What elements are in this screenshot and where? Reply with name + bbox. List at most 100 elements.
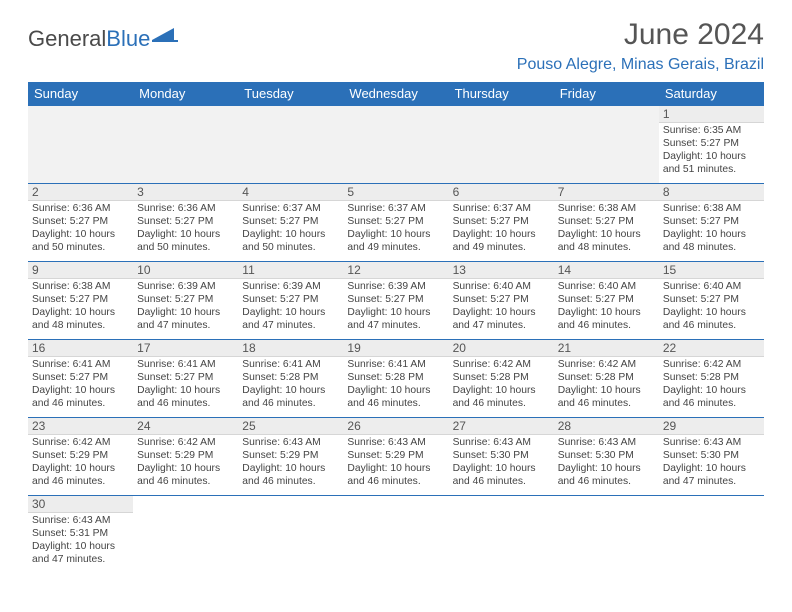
day-number: 14 xyxy=(554,262,659,279)
calendar-row: 30Sunrise: 6:43 AMSunset: 5:31 PMDayligh… xyxy=(28,496,764,574)
day-info: Sunrise: 6:35 AMSunset: 5:27 PMDaylight:… xyxy=(659,123,764,178)
day-number: 10 xyxy=(133,262,238,279)
day-number: 22 xyxy=(659,340,764,357)
header: GeneralBlue June 2024 Pouso Alegre, Mina… xyxy=(28,18,764,74)
calendar-cell xyxy=(449,106,554,184)
logo: GeneralBlue xyxy=(28,26,178,52)
calendar-cell: 4Sunrise: 6:37 AMSunset: 5:27 PMDaylight… xyxy=(238,184,343,262)
calendar-cell: 1Sunrise: 6:35 AMSunset: 5:27 PMDaylight… xyxy=(659,106,764,184)
day-header: Thursday xyxy=(449,82,554,106)
calendar-cell: 21Sunrise: 6:42 AMSunset: 5:28 PMDayligh… xyxy=(554,340,659,418)
calendar-cell: 27Sunrise: 6:43 AMSunset: 5:30 PMDayligh… xyxy=(449,418,554,496)
day-info: Sunrise: 6:37 AMSunset: 5:27 PMDaylight:… xyxy=(238,201,343,256)
day-info: Sunrise: 6:42 AMSunset: 5:28 PMDaylight:… xyxy=(554,357,659,412)
day-header: Sunday xyxy=(28,82,133,106)
calendar-cell xyxy=(238,106,343,184)
day-info: Sunrise: 6:43 AMSunset: 5:31 PMDaylight:… xyxy=(28,513,133,568)
calendar-cell: 9Sunrise: 6:38 AMSunset: 5:27 PMDaylight… xyxy=(28,262,133,340)
page-title: June 2024 xyxy=(517,18,764,52)
day-info: Sunrise: 6:38 AMSunset: 5:27 PMDaylight:… xyxy=(659,201,764,256)
calendar-cell xyxy=(28,106,133,184)
day-number: 8 xyxy=(659,184,764,201)
day-info: Sunrise: 6:42 AMSunset: 5:28 PMDaylight:… xyxy=(659,357,764,412)
day-info: Sunrise: 6:41 AMSunset: 5:28 PMDaylight:… xyxy=(343,357,448,412)
day-number: 21 xyxy=(554,340,659,357)
day-info: Sunrise: 6:40 AMSunset: 5:27 PMDaylight:… xyxy=(659,279,764,334)
day-info: Sunrise: 6:38 AMSunset: 5:27 PMDaylight:… xyxy=(28,279,133,334)
calendar-cell: 23Sunrise: 6:42 AMSunset: 5:29 PMDayligh… xyxy=(28,418,133,496)
day-info: Sunrise: 6:36 AMSunset: 5:27 PMDaylight:… xyxy=(28,201,133,256)
calendar-table: SundayMondayTuesdayWednesdayThursdayFrid… xyxy=(28,82,764,574)
calendar-row: 23Sunrise: 6:42 AMSunset: 5:29 PMDayligh… xyxy=(28,418,764,496)
day-header: Monday xyxy=(133,82,238,106)
day-number: 28 xyxy=(554,418,659,435)
day-number: 7 xyxy=(554,184,659,201)
calendar-cell xyxy=(133,106,238,184)
day-info: Sunrise: 6:41 AMSunset: 5:28 PMDaylight:… xyxy=(238,357,343,412)
day-header: Wednesday xyxy=(343,82,448,106)
day-number: 4 xyxy=(238,184,343,201)
calendar-cell: 30Sunrise: 6:43 AMSunset: 5:31 PMDayligh… xyxy=(28,496,133,574)
day-info: Sunrise: 6:42 AMSunset: 5:28 PMDaylight:… xyxy=(449,357,554,412)
day-number: 24 xyxy=(133,418,238,435)
calendar-cell: 28Sunrise: 6:43 AMSunset: 5:30 PMDayligh… xyxy=(554,418,659,496)
calendar-cell: 5Sunrise: 6:37 AMSunset: 5:27 PMDaylight… xyxy=(343,184,448,262)
logo-text-2: Blue xyxy=(106,26,150,52)
calendar-cell xyxy=(554,106,659,184)
day-number: 29 xyxy=(659,418,764,435)
day-info: Sunrise: 6:43 AMSunset: 5:30 PMDaylight:… xyxy=(554,435,659,490)
day-info: Sunrise: 6:41 AMSunset: 5:27 PMDaylight:… xyxy=(28,357,133,412)
calendar-cell: 10Sunrise: 6:39 AMSunset: 5:27 PMDayligh… xyxy=(133,262,238,340)
day-number: 26 xyxy=(343,418,448,435)
calendar-cell xyxy=(449,496,554,574)
calendar-cell xyxy=(659,496,764,574)
day-number: 13 xyxy=(449,262,554,279)
calendar-cell xyxy=(343,106,448,184)
calendar-cell: 19Sunrise: 6:41 AMSunset: 5:28 PMDayligh… xyxy=(343,340,448,418)
calendar-cell: 29Sunrise: 6:43 AMSunset: 5:30 PMDayligh… xyxy=(659,418,764,496)
day-info: Sunrise: 6:37 AMSunset: 5:27 PMDaylight:… xyxy=(343,201,448,256)
day-info: Sunrise: 6:43 AMSunset: 5:30 PMDaylight:… xyxy=(449,435,554,490)
logo-text-1: General xyxy=(28,26,106,52)
day-info: Sunrise: 6:42 AMSunset: 5:29 PMDaylight:… xyxy=(133,435,238,490)
day-header: Saturday xyxy=(659,82,764,106)
day-number: 23 xyxy=(28,418,133,435)
calendar-cell xyxy=(343,496,448,574)
day-number: 17 xyxy=(133,340,238,357)
calendar-cell: 24Sunrise: 6:42 AMSunset: 5:29 PMDayligh… xyxy=(133,418,238,496)
day-number: 19 xyxy=(343,340,448,357)
day-info: Sunrise: 6:39 AMSunset: 5:27 PMDaylight:… xyxy=(238,279,343,334)
day-number: 3 xyxy=(133,184,238,201)
calendar-row: 2Sunrise: 6:36 AMSunset: 5:27 PMDaylight… xyxy=(28,184,764,262)
day-header: Tuesday xyxy=(238,82,343,106)
day-number: 16 xyxy=(28,340,133,357)
day-number: 6 xyxy=(449,184,554,201)
day-header: Friday xyxy=(554,82,659,106)
day-info: Sunrise: 6:37 AMSunset: 5:27 PMDaylight:… xyxy=(449,201,554,256)
day-info: Sunrise: 6:43 AMSunset: 5:29 PMDaylight:… xyxy=(343,435,448,490)
title-block: June 2024 Pouso Alegre, Minas Gerais, Br… xyxy=(517,18,764,74)
day-info: Sunrise: 6:43 AMSunset: 5:29 PMDaylight:… xyxy=(238,435,343,490)
day-number: 12 xyxy=(343,262,448,279)
day-number: 11 xyxy=(238,262,343,279)
day-info: Sunrise: 6:39 AMSunset: 5:27 PMDaylight:… xyxy=(343,279,448,334)
day-header-row: SundayMondayTuesdayWednesdayThursdayFrid… xyxy=(28,82,764,106)
day-number: 5 xyxy=(343,184,448,201)
day-number: 30 xyxy=(28,496,133,513)
day-info: Sunrise: 6:41 AMSunset: 5:27 PMDaylight:… xyxy=(133,357,238,412)
calendar-cell: 16Sunrise: 6:41 AMSunset: 5:27 PMDayligh… xyxy=(28,340,133,418)
calendar-cell: 18Sunrise: 6:41 AMSunset: 5:28 PMDayligh… xyxy=(238,340,343,418)
flag-icon xyxy=(152,26,178,52)
calendar-cell xyxy=(554,496,659,574)
day-number: 1 xyxy=(659,106,764,123)
calendar-cell: 7Sunrise: 6:38 AMSunset: 5:27 PMDaylight… xyxy=(554,184,659,262)
calendar-row: 16Sunrise: 6:41 AMSunset: 5:27 PMDayligh… xyxy=(28,340,764,418)
location-label: Pouso Alegre, Minas Gerais, Brazil xyxy=(517,56,764,74)
calendar-cell: 8Sunrise: 6:38 AMSunset: 5:27 PMDaylight… xyxy=(659,184,764,262)
calendar-cell: 2Sunrise: 6:36 AMSunset: 5:27 PMDaylight… xyxy=(28,184,133,262)
day-number: 2 xyxy=(28,184,133,201)
calendar-row: 1Sunrise: 6:35 AMSunset: 5:27 PMDaylight… xyxy=(28,106,764,184)
day-number: 15 xyxy=(659,262,764,279)
day-info: Sunrise: 6:39 AMSunset: 5:27 PMDaylight:… xyxy=(133,279,238,334)
calendar-cell: 3Sunrise: 6:36 AMSunset: 5:27 PMDaylight… xyxy=(133,184,238,262)
